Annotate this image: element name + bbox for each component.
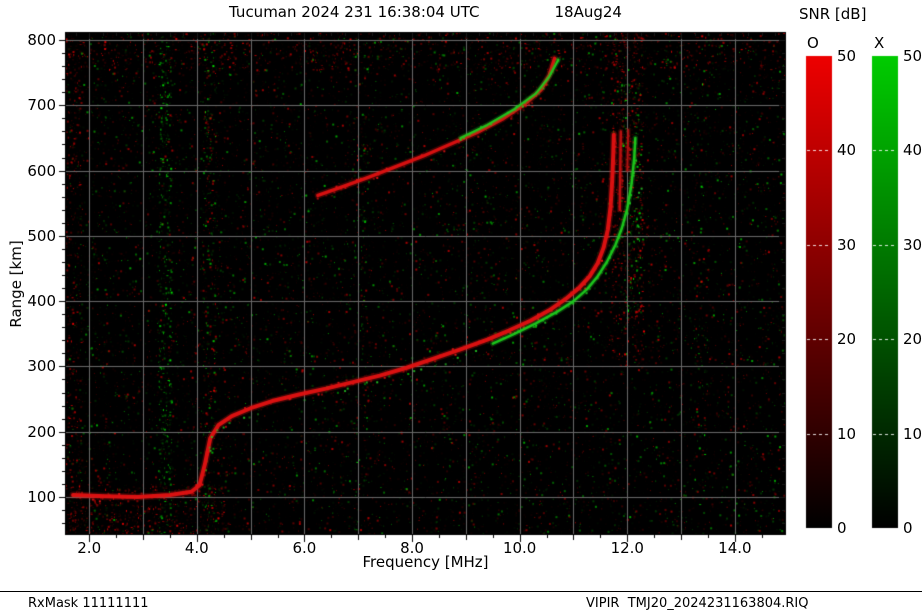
plot-title: Tucuman 2024 231 16:38:04 UTC — [229, 3, 480, 21]
x-mode-label: X — [874, 34, 885, 52]
colorbar-title: SNR [dB] — [799, 5, 867, 23]
rxmask-text: RxMask 11111111 — [28, 596, 149, 611]
o-mode-label: O — [807, 34, 819, 52]
footer-divider — [0, 591, 922, 592]
y-axis-label: Range [km] — [7, 240, 25, 328]
data-file-text: VIPIR TMJ20_2024231163804.RIQ — [586, 596, 809, 611]
x-axis-label: Frequency [MHz] — [362, 553, 489, 571]
plot-date: 18Aug24 — [554, 3, 622, 21]
plot-header: Tucuman 2024 231 16:38:04 UTC 18Aug24 — [65, 3, 786, 21]
